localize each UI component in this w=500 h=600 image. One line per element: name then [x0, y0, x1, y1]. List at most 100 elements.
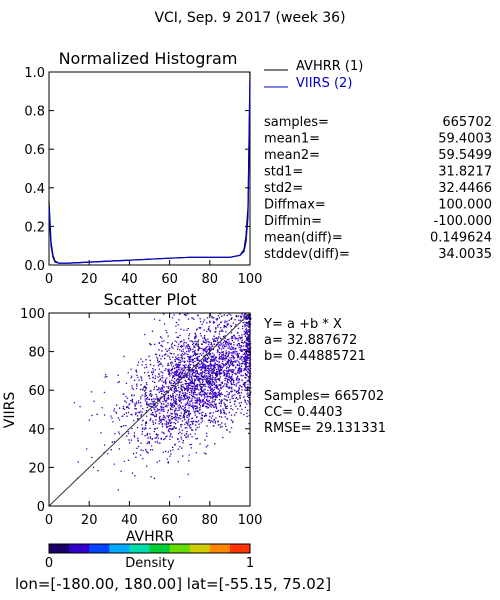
scatter-point [201, 405, 204, 407]
scatter-point [197, 358, 199, 360]
scatter-point [192, 343, 194, 345]
scatter-point [160, 371, 162, 373]
scatter-point [209, 329, 211, 332]
scatter-point [152, 372, 154, 374]
scatter-point [172, 399, 175, 401]
scatter-point [163, 396, 166, 398]
scatter-point [212, 382, 214, 384]
scatter-point [222, 358, 224, 361]
scatter-point [216, 360, 218, 362]
scatter-point [223, 409, 225, 412]
scatter-point [169, 450, 172, 452]
scatter-point [188, 368, 190, 370]
scatter-point [195, 370, 198, 372]
scatter-point [222, 408, 224, 410]
scatter-point [204, 348, 206, 350]
scatter-point [146, 434, 148, 436]
scatter-point [231, 346, 233, 348]
scatter-point [234, 347, 236, 349]
scatter-point [203, 376, 205, 378]
scatter-point [170, 373, 172, 375]
scatter-point [172, 397, 174, 399]
scatter-point [144, 394, 146, 396]
scatter-point [188, 407, 190, 409]
scatter-point [231, 336, 233, 338]
scatter-point [192, 317, 194, 319]
scatter-point [248, 315, 251, 317]
scatter-point [174, 381, 176, 384]
scatter-point [117, 381, 119, 384]
scatter-point [239, 368, 241, 370]
scatter-point [209, 375, 211, 377]
scatter-point [173, 405, 176, 407]
scatter-point [210, 370, 212, 372]
scatter-point [204, 376, 206, 378]
scatter-point [174, 373, 176, 376]
scatter-point [202, 403, 205, 405]
scatter-point [228, 369, 231, 371]
scatter-point [213, 338, 216, 340]
scatter-point [196, 386, 198, 388]
scatter-point [196, 401, 198, 403]
scatter-point [189, 349, 192, 351]
scatter-point [240, 365, 243, 367]
scatter-point [218, 393, 221, 395]
stat-label: stddev(diff)= [264, 247, 350, 262]
stat-value: 32.4466 [438, 181, 492, 196]
scatter-point [223, 357, 225, 360]
scatter-point [161, 337, 163, 339]
scatter-point [130, 439, 133, 441]
scatter-point [144, 367, 146, 369]
scatter-point [162, 372, 164, 374]
scatter-point [175, 387, 177, 389]
scatter-point [198, 397, 201, 399]
scatter-point [218, 317, 221, 319]
scatter-point [210, 365, 212, 367]
scatter-point [231, 395, 233, 397]
scatter-point [196, 407, 199, 409]
scatter-point [229, 399, 231, 401]
scatter-point [230, 419, 233, 421]
scatter-point [230, 325, 232, 327]
scatter-point [231, 317, 233, 319]
scatter-point [218, 372, 220, 374]
scatter-point [130, 413, 132, 416]
scatter-point [229, 431, 231, 433]
scatter-point [151, 420, 154, 422]
scatter-point [218, 370, 220, 373]
scatter-point [198, 348, 200, 350]
scatter-point [180, 346, 182, 348]
legend-label-avhrr: AVHRR (1) [296, 59, 363, 74]
scatter-point [169, 425, 171, 427]
scatter-point [188, 410, 190, 412]
scatter-point [242, 342, 244, 344]
scatter-point [149, 405, 151, 408]
one-to-one-line [48, 312, 251, 507]
scatter-point [169, 362, 172, 364]
scatter-point [157, 398, 160, 400]
scatter-point [234, 394, 236, 396]
scatter-point [153, 386, 155, 388]
scatter-point [241, 336, 243, 338]
scatter-point [201, 373, 203, 375]
scatter-point [244, 332, 246, 334]
scatter-point [168, 373, 170, 375]
scatter-point [154, 422, 157, 424]
scatter-point [197, 365, 199, 367]
scatter-point [188, 351, 190, 353]
scatter-point [191, 378, 193, 380]
scatter-point [159, 397, 161, 399]
scatter-point [185, 342, 187, 344]
scatter-point [179, 369, 181, 371]
scatter-point [207, 365, 209, 367]
scatter-point [205, 432, 208, 434]
scatter-point [232, 352, 234, 354]
scatter-point [244, 363, 246, 365]
scatter-point [234, 325, 236, 327]
scatter-point [229, 361, 232, 363]
scatter-point [184, 392, 187, 394]
scatter-point [208, 399, 210, 401]
scatter-point [205, 346, 207, 349]
scatter-point [230, 318, 232, 320]
scatter-point [127, 411, 130, 414]
